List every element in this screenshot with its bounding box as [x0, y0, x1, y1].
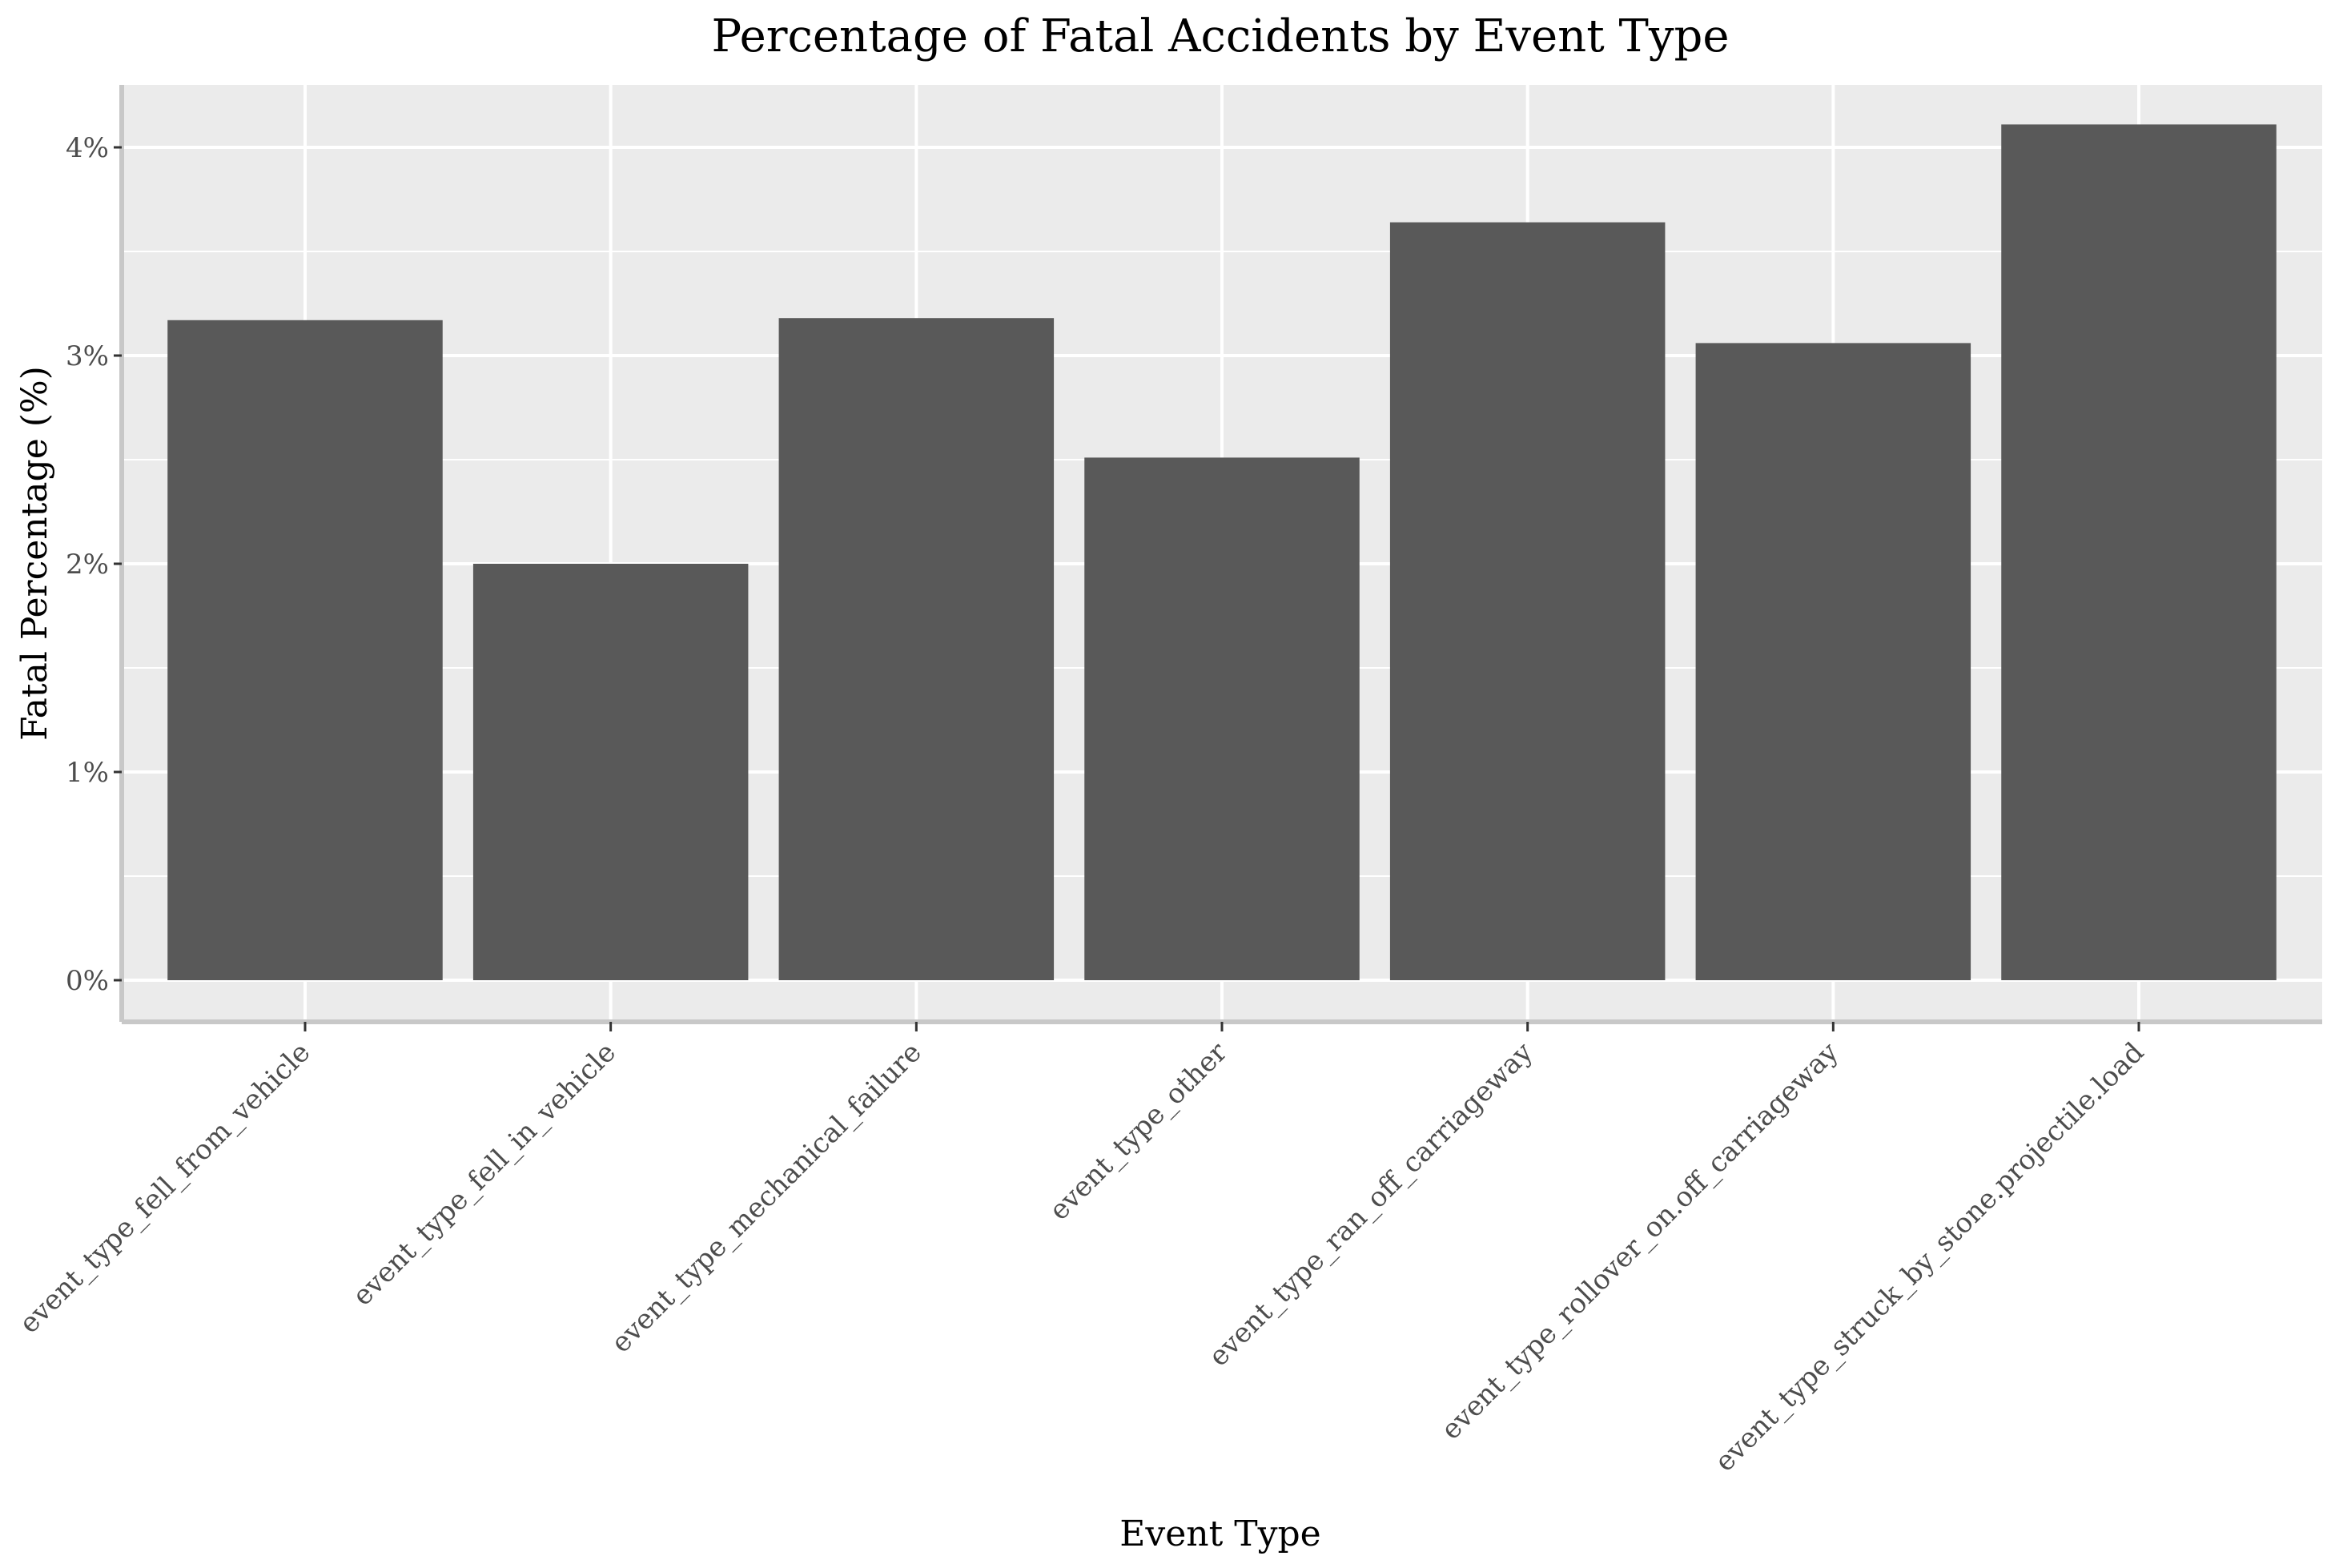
x-tick-label: event_type_other	[1043, 1036, 1234, 1227]
bar	[1389, 222, 1666, 981]
bar	[1084, 457, 1360, 980]
x-tick-label: event_type_mechanical_failure	[605, 1036, 928, 1359]
bar	[167, 320, 443, 980]
x-tick-label: event_type_fell_in_vehicle	[347, 1036, 622, 1312]
bars	[167, 124, 2277, 981]
y-axis-title: Fatal Percentage (%)	[14, 366, 55, 741]
bar	[472, 564, 749, 980]
bar	[2001, 124, 2277, 980]
x-tick-label: event_type_fell_from_vehicle	[13, 1036, 316, 1340]
y-axis-ticks: 0% 1% 2% 3% 4%	[66, 132, 122, 997]
bar	[778, 318, 1055, 980]
y-tick-label: 3%	[66, 340, 109, 372]
y-tick-label: 2%	[66, 549, 109, 581]
x-axis-ticks: event_type_fell_from_vehicle event_type_f…	[13, 1022, 2150, 1478]
x-tick-label: event_type_ran_off_carriageway	[1203, 1036, 1540, 1373]
y-tick-label: 1%	[66, 757, 109, 789]
y-tick-label: 4%	[66, 132, 109, 164]
chart-title: Percentage of Fatal Accidents by Event T…	[711, 10, 1729, 62]
bar	[1695, 343, 1971, 980]
x-axis-title: Event Type	[1119, 1514, 1320, 1554]
y-tick-label: 0%	[66, 965, 109, 997]
